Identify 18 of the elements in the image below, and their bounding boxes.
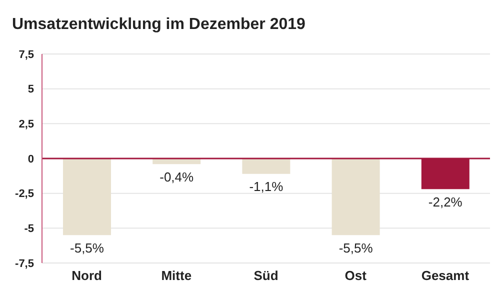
x-tick-label: Ost <box>344 268 368 284</box>
x-tick-label: Mitte <box>161 268 192 284</box>
chart-title: Umsatzentwicklung im Dezember 2019 <box>12 16 306 34</box>
y-tick-label: 7,5 <box>18 48 34 61</box>
data-label: -5,5% <box>70 240 104 256</box>
y-tick-label: -5 <box>24 223 34 236</box>
y-tick-label: -2,5 <box>15 188 34 200</box>
data-label: -2,2% <box>428 194 463 210</box>
x-tick-label: Gesamt <box>421 268 470 284</box>
x-tick-label: Nord <box>72 268 102 284</box>
y-tick-label: 0 <box>28 153 34 166</box>
x-tick-label: Süd <box>254 268 278 284</box>
data-label: -5,5% <box>338 240 374 256</box>
y-tick-label: 2,5 <box>18 118 34 131</box>
y-tick-label: -7,5 <box>15 258 34 270</box>
y-tick-label: 5 <box>28 84 34 96</box>
data-label: -1,1% <box>249 179 284 194</box>
data-label: -0,4% <box>160 169 194 184</box>
